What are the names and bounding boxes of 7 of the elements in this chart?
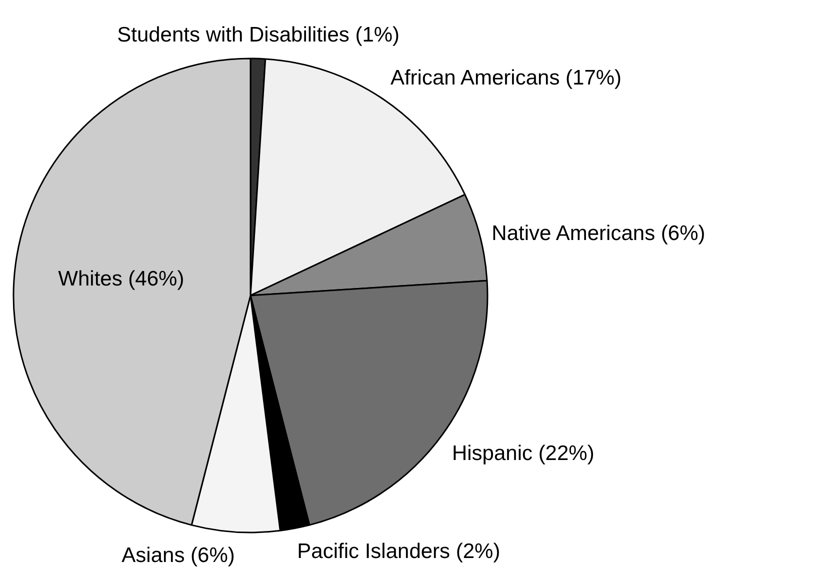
slice-label: Hispanic (22%) bbox=[452, 442, 594, 465]
slice-label: Pacific Islanders (2%) bbox=[297, 540, 500, 564]
slice-label: Whites (46%) bbox=[58, 268, 184, 291]
slice-label: Asians (6%) bbox=[122, 544, 235, 568]
slice-label: Students with Disabilities (1%) bbox=[117, 24, 400, 47]
slice-label: African Americans (17%) bbox=[390, 66, 622, 90]
slice-label: Native Americans (6%) bbox=[492, 222, 706, 246]
